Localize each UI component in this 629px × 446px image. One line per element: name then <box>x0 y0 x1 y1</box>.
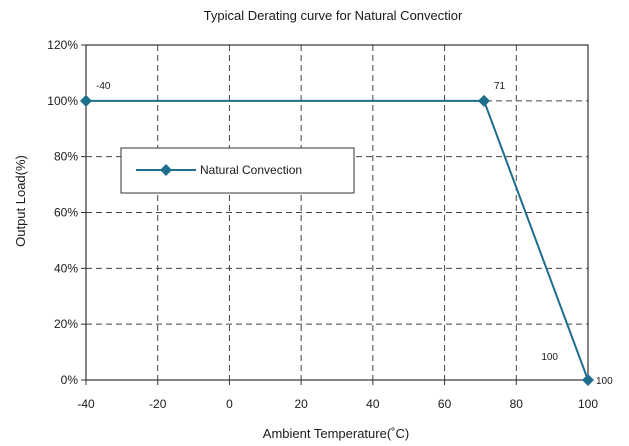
y-tick-label: 120% <box>47 38 78 52</box>
data-annotation: 71 <box>494 81 506 92</box>
x-axis-label: Ambient Temperature(˚C) <box>263 426 409 441</box>
data-annotation: 100 <box>541 352 558 363</box>
data-point-marker <box>478 94 491 107</box>
x-axis-ticks: -40 -20 0 20 40 60 80 100 <box>77 380 598 411</box>
data-point-marker <box>582 374 594 386</box>
x-tick-label: 80 <box>510 397 524 411</box>
chart-title: Typical Derating curve for Natural Conve… <box>204 8 463 23</box>
series-line <box>86 99 589 381</box>
data-annotation: 100 <box>596 376 613 387</box>
annotations-layer: -40 71 100 100 <box>96 81 613 387</box>
legend-label: Natural Convection <box>200 163 302 177</box>
y-axis-ticks: 0% 20% 40% 60% 80% 100% 120% <box>47 38 86 387</box>
legend: Natural Convection <box>120 147 355 194</box>
x-tick-label: 60 <box>438 397 452 411</box>
x-tick-label: 0 <box>226 397 233 411</box>
y-tick-label: 20% <box>54 317 78 331</box>
y-axis-label: Output Load(%) <box>13 155 28 247</box>
x-tick-label: -40 <box>77 397 95 411</box>
y-tick-label: 40% <box>54 261 78 275</box>
series-layer <box>80 94 594 386</box>
y-tick-label: 100% <box>47 94 78 108</box>
y-tick-label: 0% <box>61 373 79 387</box>
legend-marker <box>160 164 172 176</box>
grid-lines <box>86 45 588 380</box>
x-tick-label: 40 <box>366 397 380 411</box>
y-tick-label: 60% <box>54 206 78 220</box>
data-point-marker <box>80 94 92 107</box>
x-tick-label: -20 <box>149 397 167 411</box>
data-annotation: -40 <box>96 81 111 92</box>
y-tick-label: 80% <box>54 150 78 164</box>
x-tick-label: 100 <box>578 397 598 411</box>
x-tick-label: 20 <box>294 397 308 411</box>
